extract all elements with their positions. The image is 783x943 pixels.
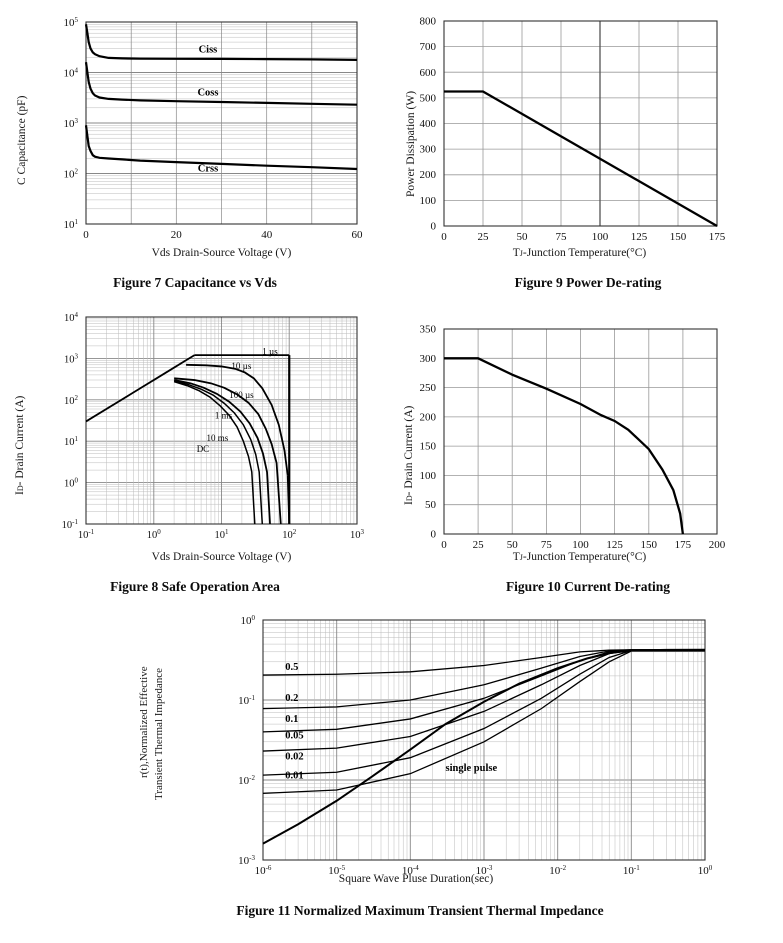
svg-text:20: 20 bbox=[171, 229, 183, 241]
svg-text:0.5: 0.5 bbox=[285, 662, 298, 673]
svg-text:100: 100 bbox=[420, 195, 437, 207]
svg-text:150: 150 bbox=[641, 539, 658, 551]
svg-text:300: 300 bbox=[420, 353, 437, 365]
svg-text:100: 100 bbox=[572, 539, 589, 551]
svg-text:0.02: 0.02 bbox=[285, 752, 303, 763]
svg-text:400: 400 bbox=[420, 118, 437, 130]
svg-text:200: 200 bbox=[420, 411, 437, 423]
svg-text:0.1: 0.1 bbox=[285, 714, 298, 725]
svg-text:125: 125 bbox=[631, 231, 648, 243]
svg-text:75: 75 bbox=[556, 231, 568, 243]
svg-text:0: 0 bbox=[441, 231, 447, 243]
svg-text:175: 175 bbox=[709, 231, 726, 243]
svg-text:Coss: Coss bbox=[197, 88, 218, 99]
svg-text:0: 0 bbox=[83, 229, 89, 241]
svg-text:10 µs: 10 µs bbox=[231, 361, 251, 371]
svg-text:0: 0 bbox=[431, 529, 437, 541]
svg-text:800: 800 bbox=[420, 16, 437, 28]
svg-text:75: 75 bbox=[541, 539, 553, 551]
svg-text:0: 0 bbox=[431, 221, 437, 233]
svg-text:0.01: 0.01 bbox=[285, 771, 303, 782]
svg-text:40: 40 bbox=[261, 229, 273, 241]
svg-text:150: 150 bbox=[670, 231, 687, 243]
svg-text:300: 300 bbox=[420, 144, 437, 156]
svg-text:60: 60 bbox=[352, 229, 364, 241]
svg-text:500: 500 bbox=[420, 92, 437, 104]
svg-text:700: 700 bbox=[420, 41, 437, 53]
svg-text:0: 0 bbox=[441, 539, 447, 551]
svg-text:50: 50 bbox=[517, 231, 529, 243]
svg-text:50: 50 bbox=[425, 499, 437, 511]
svg-text:350: 350 bbox=[420, 324, 437, 336]
svg-text:DC: DC bbox=[197, 444, 210, 454]
svg-text:100: 100 bbox=[592, 231, 609, 243]
svg-text:0.05: 0.05 bbox=[285, 731, 303, 742]
svg-text:125: 125 bbox=[606, 539, 623, 551]
svg-text:200: 200 bbox=[709, 539, 726, 551]
svg-text:10 ms: 10 ms bbox=[207, 433, 229, 443]
svg-text:25: 25 bbox=[473, 539, 485, 551]
svg-text:0.2: 0.2 bbox=[285, 693, 298, 704]
svg-text:175: 175 bbox=[675, 539, 692, 551]
svg-text:1 µs: 1 µs bbox=[262, 346, 278, 356]
svg-text:single pulse: single pulse bbox=[446, 763, 498, 774]
svg-text:25: 25 bbox=[478, 231, 490, 243]
svg-text:100 µs: 100 µs bbox=[229, 390, 254, 400]
svg-text:50: 50 bbox=[507, 539, 519, 551]
svg-text:1 ms: 1 ms bbox=[215, 411, 233, 421]
svg-text:200: 200 bbox=[420, 169, 437, 181]
svg-text:150: 150 bbox=[420, 441, 437, 453]
svg-text:Crss: Crss bbox=[198, 163, 218, 174]
svg-text:100: 100 bbox=[420, 470, 437, 482]
svg-text:250: 250 bbox=[420, 382, 437, 394]
svg-text:Ciss: Ciss bbox=[199, 44, 218, 55]
svg-text:600: 600 bbox=[420, 67, 437, 79]
